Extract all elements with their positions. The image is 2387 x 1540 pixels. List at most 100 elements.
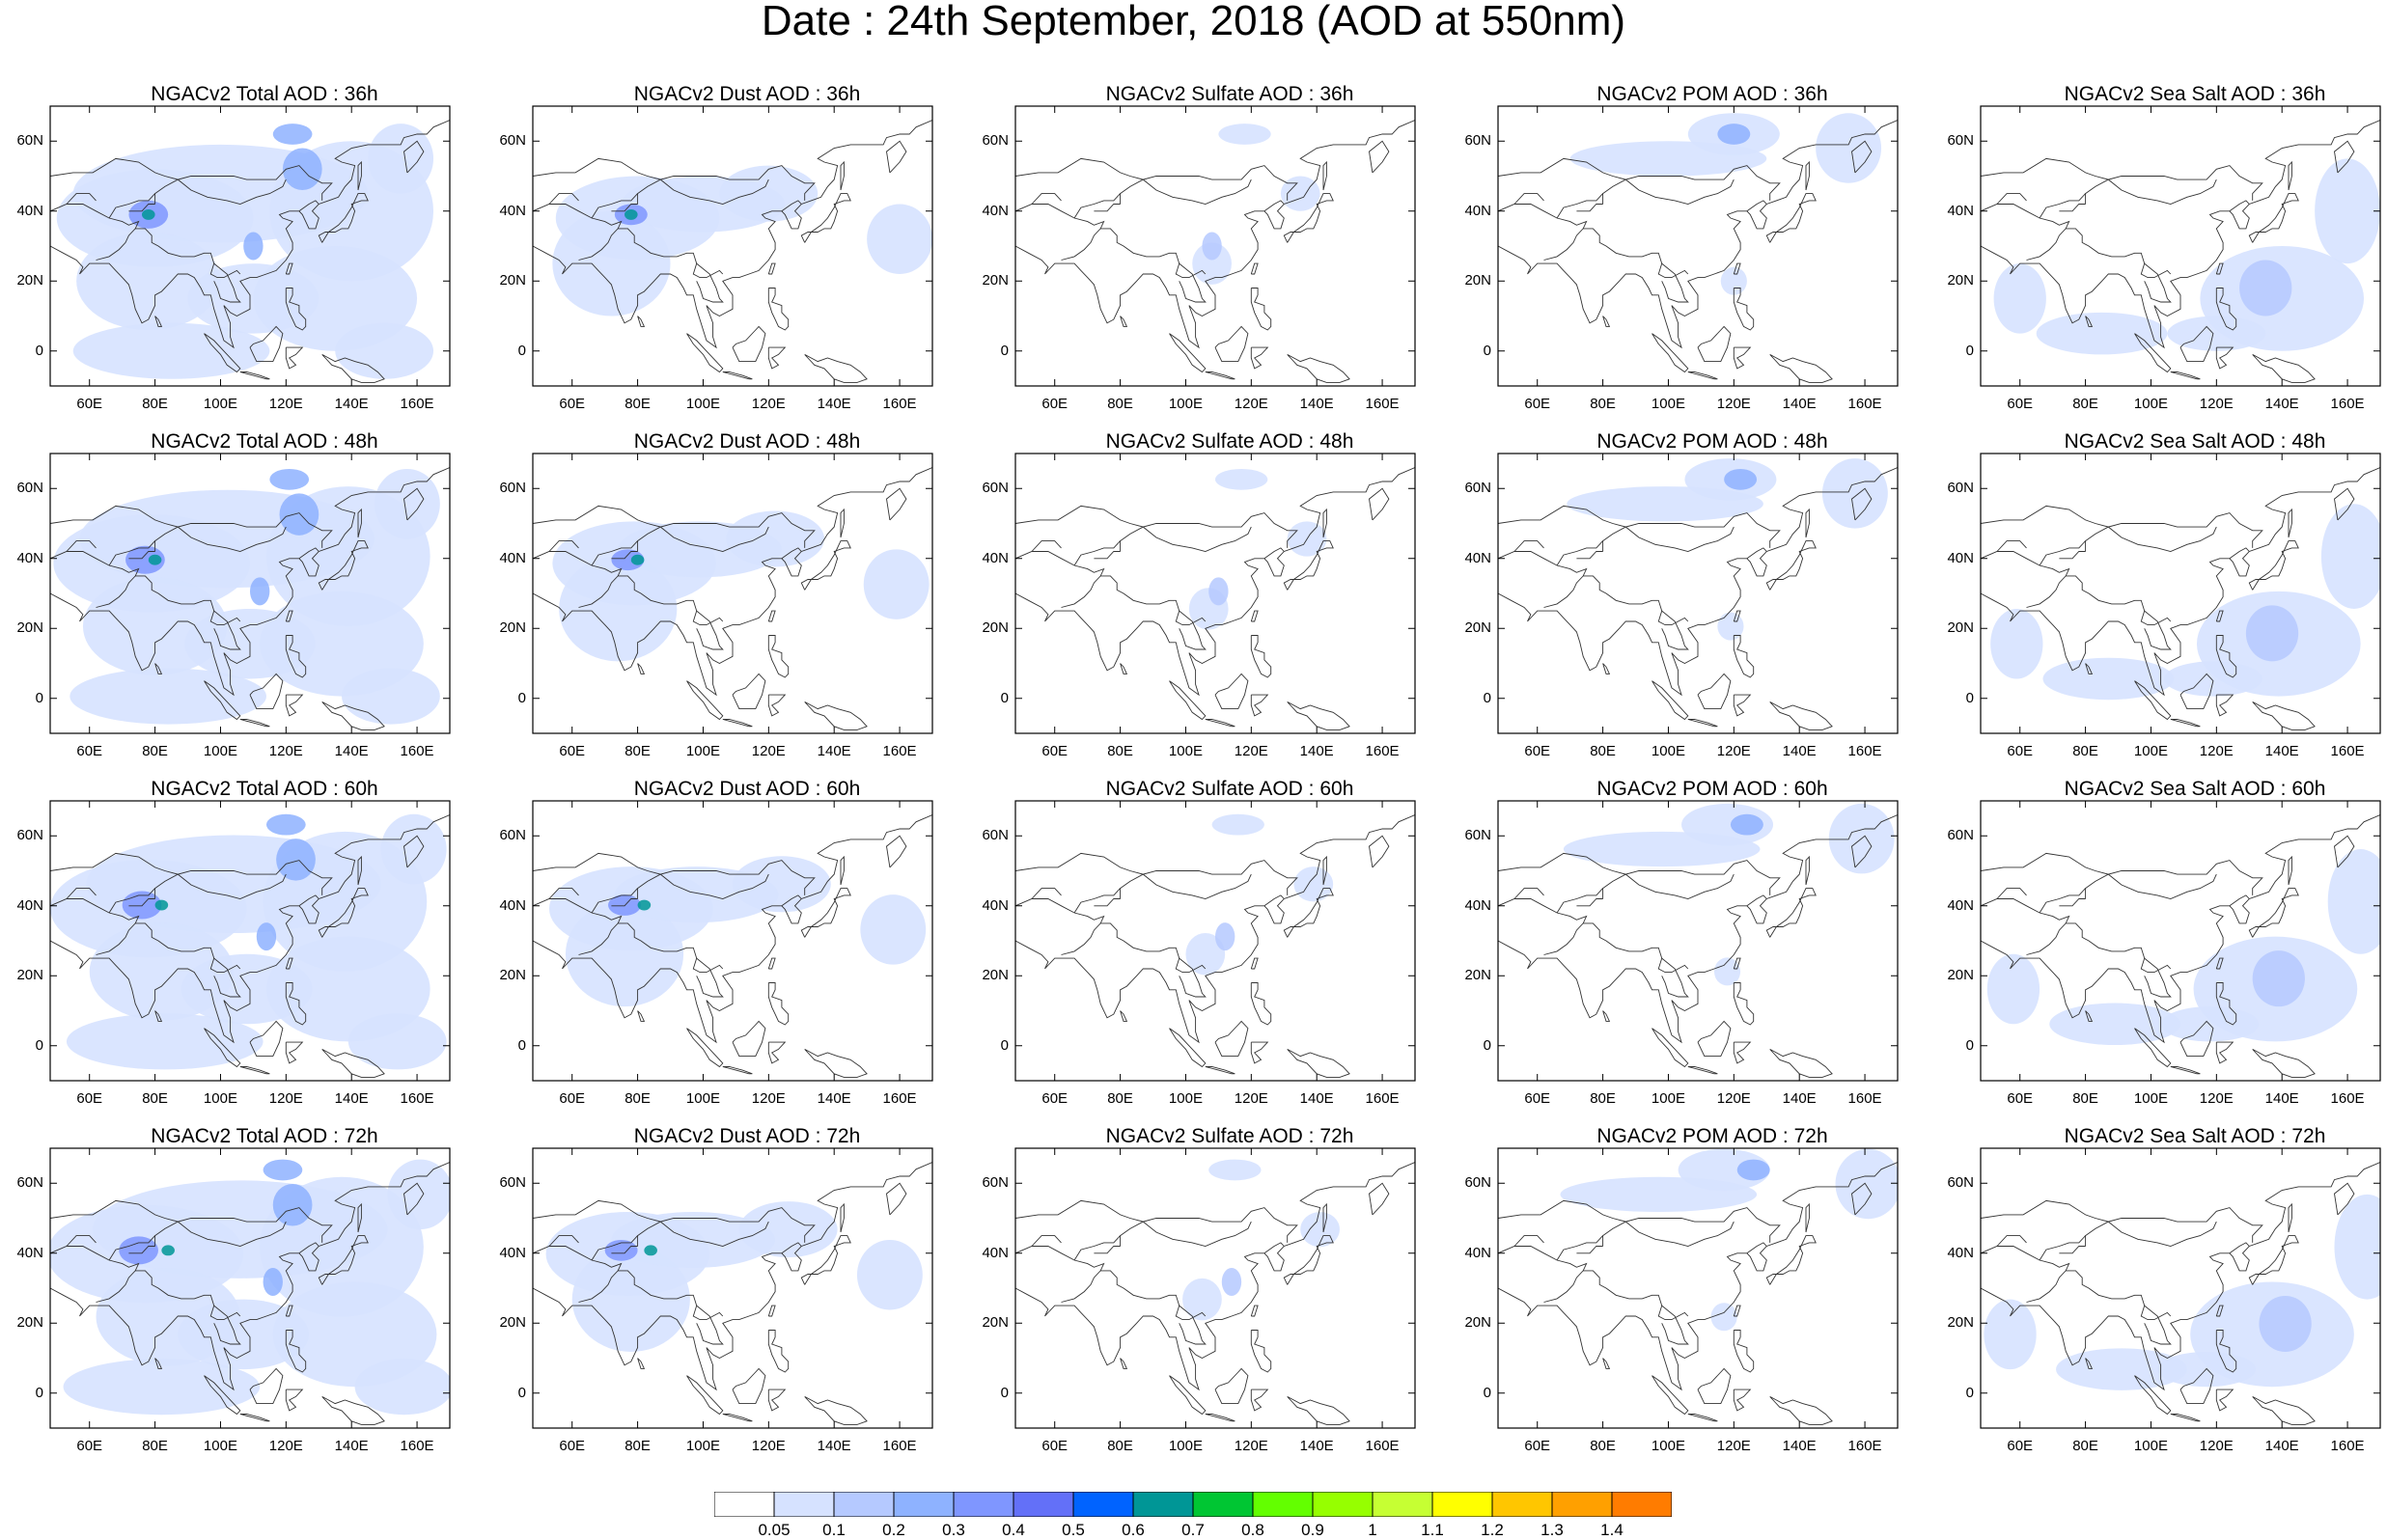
coastline [1073, 193, 1121, 219]
lat-tick-label: 0 [1000, 689, 1009, 706]
coastline [800, 193, 851, 243]
coastline [1981, 157, 2263, 201]
coastline [800, 888, 851, 938]
map-frame [532, 1147, 933, 1429]
coastline [1746, 894, 1767, 907]
coastline [1073, 540, 1121, 566]
aod-region [161, 1245, 175, 1256]
coastline [285, 694, 304, 717]
coastline [318, 540, 369, 591]
coastline [732, 1020, 766, 1058]
lat-tick-label: 0 [1965, 342, 1974, 359]
coastline [1661, 957, 1689, 998]
colorbar-label: 0.5 [1062, 1521, 1085, 1539]
coastline [533, 157, 816, 201]
aod-region [263, 1159, 303, 1181]
coastline [1287, 701, 1350, 730]
coastline [1250, 957, 1259, 970]
lat-tick-label: 0 [517, 1036, 526, 1054]
coastline [804, 354, 868, 383]
lon-tick-label: 60E [1524, 1438, 1551, 1454]
lon-tick-label: 80E [1107, 396, 1133, 412]
lon-tick-label: 80E [1590, 743, 1616, 759]
coastline [1015, 505, 1298, 548]
lon-tick-label: 80E [2072, 1090, 2098, 1107]
colorbar-box [1072, 1492, 1134, 1517]
lon-tick-label: 60E [76, 1438, 103, 1454]
coastline [1283, 888, 1334, 938]
lat-tick-label: 0 [517, 1384, 526, 1401]
coastline [1094, 1246, 1121, 1254]
panel-title: NGACv2 Dust AOD : 72h [633, 1125, 861, 1147]
coastline [1283, 540, 1334, 591]
panel-title: NGACv2 POM AOD : 60h [1596, 778, 1828, 800]
aod-region [272, 1183, 313, 1226]
coastline [2179, 1020, 2214, 1058]
coastline [50, 814, 450, 1044]
lat-tick-label: 0 [1000, 1036, 1009, 1054]
colorbar-box [893, 1492, 955, 1517]
colorbar-label: 0.2 [882, 1521, 905, 1539]
aod-region [738, 1201, 838, 1258]
coastline [533, 204, 623, 261]
aod-region [1215, 468, 1268, 490]
coastline [135, 575, 241, 626]
lat-tick-label: 40N [16, 1244, 43, 1261]
coastline [285, 1389, 304, 1412]
lon-tick-label: 160E [882, 396, 917, 412]
coastline [2144, 957, 2172, 998]
colorbar-label: 1.2 [1481, 1521, 1504, 1539]
coastline [1805, 508, 1810, 538]
coastline [767, 1305, 776, 1317]
aod-region [2036, 312, 2168, 355]
coastline [1031, 540, 1062, 552]
coastline [637, 873, 769, 899]
lon-tick-label: 160E [2330, 396, 2365, 412]
map-panel-pom-60h: NGACv2 POM AOD : 60h 60N 40N 20N 0 60E 80E 100E… [1452, 778, 1934, 1115]
coastline [50, 505, 333, 548]
coastline [1733, 1389, 1752, 1412]
coastline [1602, 1010, 1611, 1022]
lon-tick-label: 60E [2007, 1438, 2034, 1454]
aod-region [856, 1239, 923, 1310]
coastline [767, 610, 776, 622]
colorbar-label: 1 [1368, 1521, 1377, 1539]
coastline [2170, 1066, 2201, 1075]
coastline [50, 1162, 450, 1391]
aod-region [154, 899, 169, 911]
coastline [548, 193, 579, 205]
lon-tick-label: 120E [1716, 1090, 1751, 1107]
map-panel-seasalt-72h: NGACv2 Sea Salt AOD : 72h 60N 40N 20N 0 60E 80… [1934, 1125, 2387, 1463]
lat-tick-label: 20N [1464, 967, 1491, 984]
lon-tick-label: 160E [400, 1438, 434, 1454]
coastline [1733, 635, 1755, 678]
coastline [686, 333, 724, 373]
panel-title: NGACv2 POM AOD : 36h [1596, 83, 1828, 105]
coastline [548, 1235, 579, 1247]
lon-tick-label: 120E [751, 396, 786, 412]
coastline [285, 1041, 304, 1064]
aod-region [1208, 577, 1229, 606]
coastline [2066, 228, 2172, 279]
coastline [2334, 140, 2355, 174]
aod-region [256, 922, 277, 951]
coastline [1576, 898, 1603, 907]
lon-tick-label: 140E [334, 1090, 369, 1107]
coastline [1498, 1246, 1588, 1303]
coastline [213, 262, 241, 303]
coastline [1283, 1235, 1334, 1285]
aod-region [2167, 316, 2266, 351]
coastline [135, 922, 241, 974]
coastline [2252, 1049, 2316, 1078]
coastline [2134, 1375, 2172, 1416]
colorbar-label: 1.1 [1421, 1521, 1444, 1539]
map-plot [49, 105, 451, 387]
coastline [533, 1162, 932, 1391]
colorbar-label: 0.3 [942, 1521, 965, 1539]
coastline [2229, 547, 2250, 560]
aod-region [125, 545, 165, 574]
coastline [1169, 1028, 1207, 1068]
coastline [1205, 371, 1235, 380]
lon-tick-label: 140E [1299, 396, 1334, 412]
coastline [1369, 1182, 1390, 1216]
